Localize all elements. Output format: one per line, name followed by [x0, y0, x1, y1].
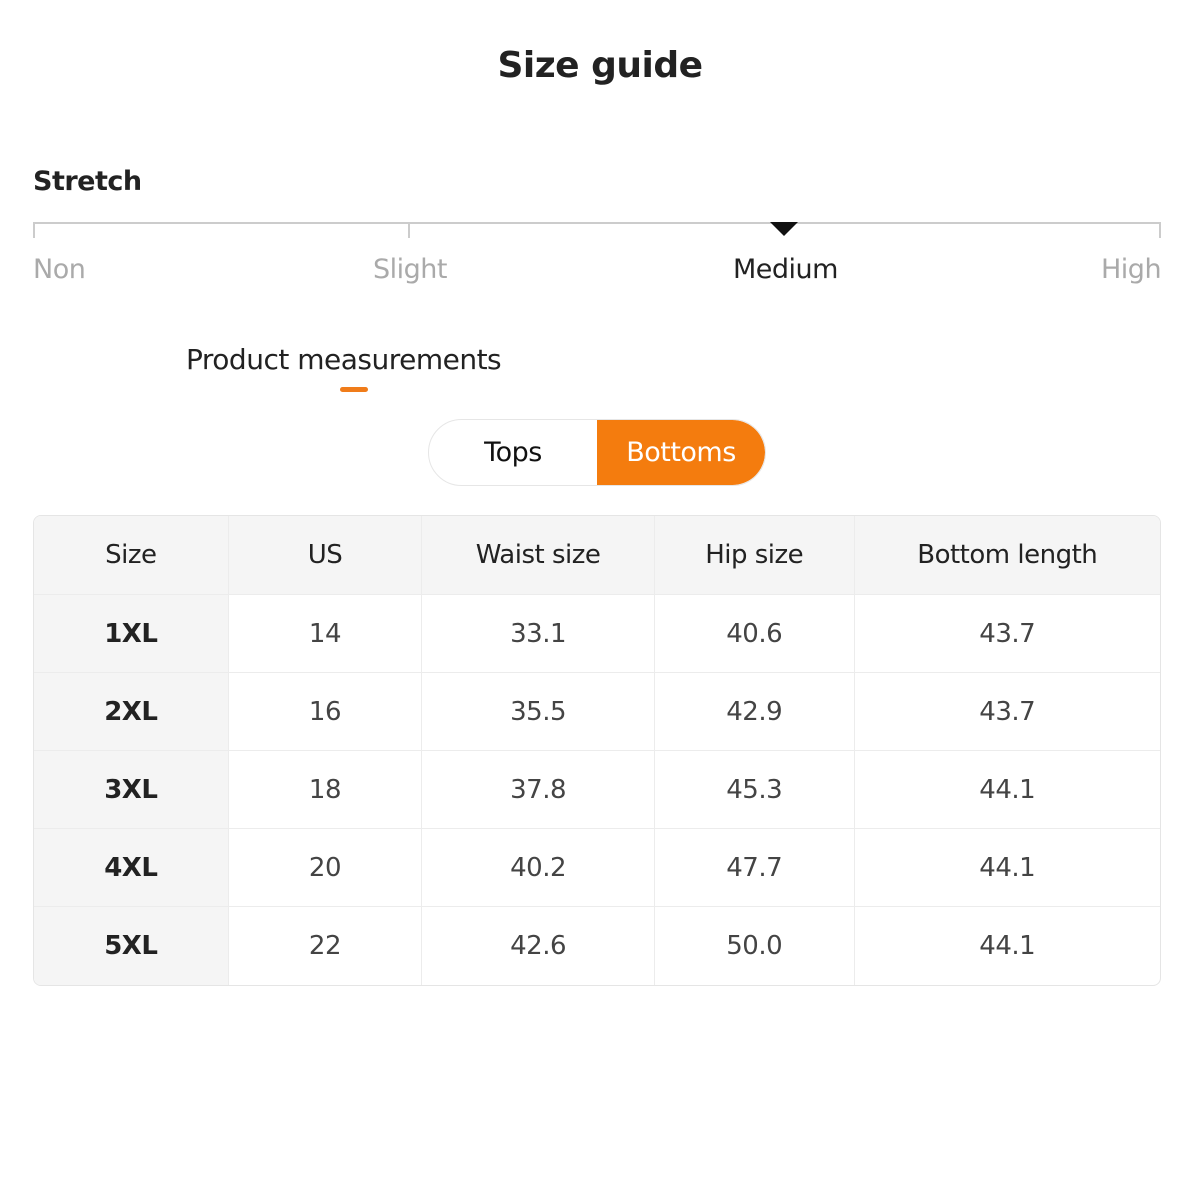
stretch-pointer-icon	[770, 222, 798, 236]
stretch-level-non: Non	[33, 254, 86, 285]
column-header: Hip size	[654, 516, 855, 595]
column-header: Size	[34, 516, 229, 595]
stretch-level-medium: Medium	[733, 254, 838, 285]
table-cell: 50.0	[655, 907, 855, 985]
size-table: Size US Waist size Hip size Bottom length 1X…	[33, 515, 1161, 986]
table-cell: 43.7	[854, 673, 1160, 751]
tab-product-measurements[interactable]: Product measurements	[186, 343, 502, 376]
column-header: Waist size	[422, 516, 655, 595]
table-cell: 33.1	[422, 595, 655, 673]
table-row: 2XL 16 35.5 42.9 43.7	[34, 673, 1160, 751]
column-header: US	[228, 516, 423, 595]
table-cell: 42.9	[654, 673, 855, 751]
table-cell: 43.7	[854, 595, 1160, 673]
table-row: 5XL 22 42.6 50.0 44.1	[34, 907, 1160, 985]
table-cell: 37.8	[422, 751, 655, 829]
page-title: Size guide	[497, 45, 703, 86]
table-cell: 40.2	[422, 829, 655, 907]
table-cell: 35.5	[422, 673, 655, 751]
size-cell: 4XL	[34, 829, 229, 907]
stretch-level-high: High	[1101, 254, 1162, 285]
table-row: 4XL 20 40.2 47.7 44.1	[34, 829, 1160, 907]
table-cell: 44.1	[979, 931, 1036, 961]
table-cell: 45.3	[654, 751, 855, 829]
table-cell: 40.6	[654, 595, 855, 673]
table-cell: 20	[228, 829, 423, 907]
tab-active-indicator	[340, 387, 368, 392]
table-cell: 44.1	[854, 751, 1160, 829]
column-header: Bottom length	[854, 516, 1160, 595]
table-row: 1XL 14 33.1 40.6 43.7	[34, 595, 1160, 673]
table-cell: 22	[229, 907, 423, 985]
table-cell: 18	[228, 751, 423, 829]
table-header-row: Size US Waist size Hip size Bottom length	[34, 516, 1160, 595]
stretch-track	[33, 222, 1161, 224]
stretch-label: Stretch	[33, 166, 142, 197]
size-cell: 1XL	[34, 595, 229, 673]
toggle-tops[interactable]: Tops	[484, 437, 542, 468]
category-toggle: Tops Bottoms	[428, 419, 766, 486]
table-cell: 14	[228, 595, 423, 673]
size-cell: 5XL	[34, 907, 229, 985]
stretch-tick	[33, 222, 35, 238]
stretch-level-slight: Slight	[373, 254, 447, 285]
table-cell: 47.7	[654, 829, 855, 907]
table-cell: 16	[228, 673, 423, 751]
size-cell: 2XL	[34, 673, 229, 751]
table-cell: 44.1	[854, 829, 1160, 907]
size-cell: 3XL	[34, 751, 229, 829]
table-row: 3XL 18 37.8 45.3 44.1	[34, 751, 1160, 829]
stretch-tick	[408, 222, 410, 238]
table-cell: 42.6	[422, 907, 655, 985]
stretch-tick	[1159, 222, 1161, 238]
toggle-bottoms[interactable]: Bottoms	[597, 420, 765, 485]
